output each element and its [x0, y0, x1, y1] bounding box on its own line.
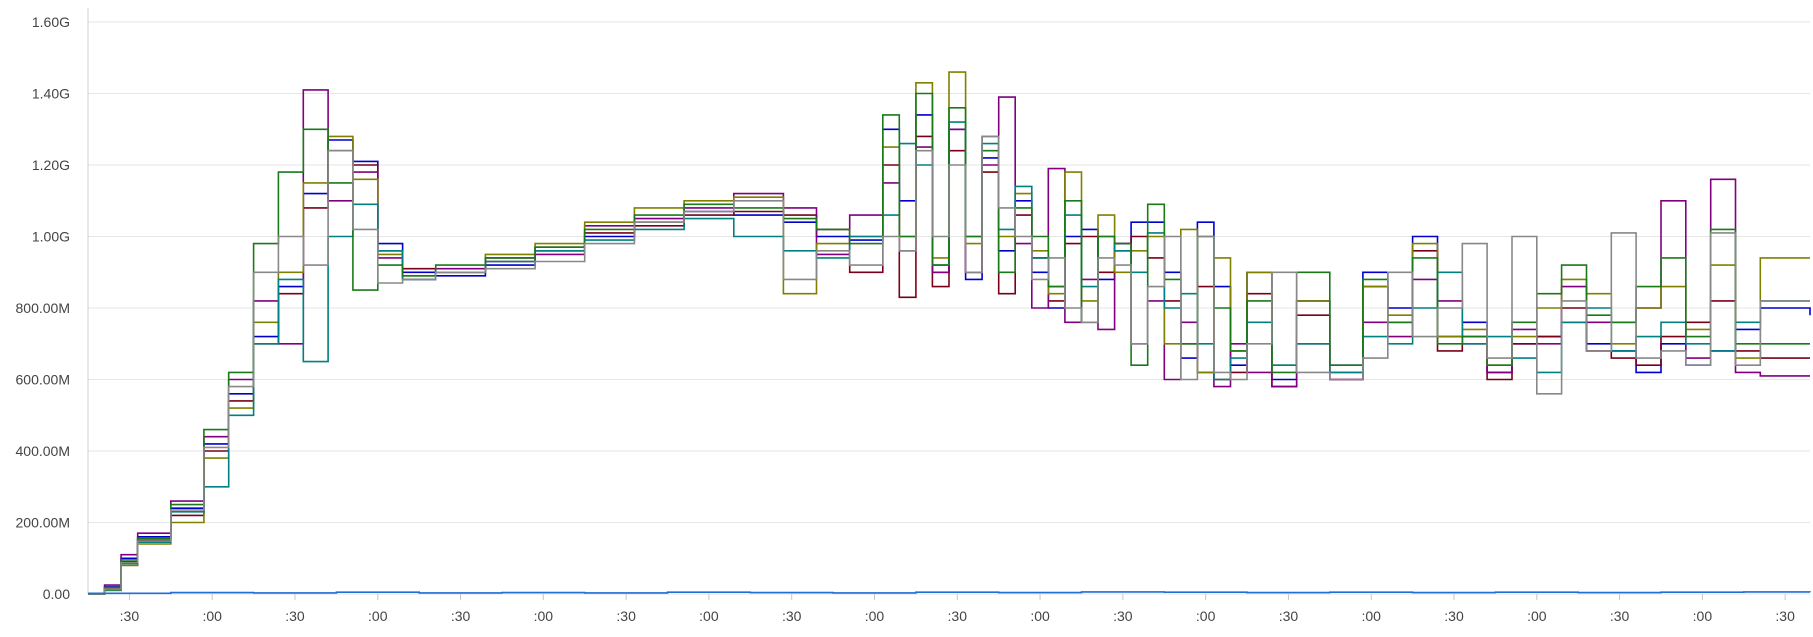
- series-line-5: [88, 121, 1810, 595]
- x-tick-label: :00: [534, 608, 554, 624]
- y-tick-label: 400.00M: [16, 443, 70, 459]
- y-tick-label: 0.00: [43, 586, 70, 602]
- y-tick-label: 1.60G: [32, 14, 70, 30]
- y-tick-label: 200.00M: [16, 515, 70, 531]
- series-line-7: [88, 135, 1810, 595]
- x-tick-label: :00: [368, 608, 388, 624]
- x-tick-label: :30: [1775, 608, 1795, 624]
- x-tick-label: :00: [1361, 608, 1381, 624]
- y-tick-label: 1.20G: [32, 157, 70, 173]
- y-tick-label: 1.40G: [32, 86, 70, 102]
- x-tick-label: :30: [782, 608, 802, 624]
- x-axis-tick-labels: :30 :00 :30 :00 :30 :00 :30 :00 :30 :00 :30 :00 :30:…: [120, 608, 1795, 624]
- x-tick-label: :00: [1693, 608, 1713, 624]
- y-tick-label: 600.00M: [16, 372, 70, 388]
- x-tick-label: :30: [616, 608, 636, 624]
- x-tick-label: :30: [120, 608, 140, 624]
- x-tick-label: :00: [1196, 608, 1216, 624]
- x-tick-label: :30: [451, 608, 471, 624]
- x-tick-label: :00: [865, 608, 885, 624]
- x-tick-label: :00: [1527, 608, 1547, 624]
- x-tick-label: :00: [202, 608, 222, 624]
- x-tick-label: :00: [1030, 608, 1050, 624]
- x-tick-label: :00: [699, 608, 719, 624]
- x-tick-label: :30: [1113, 608, 1133, 624]
- series-lines: [88, 71, 1811, 595]
- y-tick-label: 1.00G: [32, 229, 70, 245]
- axes: [87, 8, 1786, 600]
- y-axis-tick-labels: 0.00 200.00M 400.00M 600.00M 800.00M 1.00G 1.2…: [16, 14, 71, 602]
- x-tick-label: :30: [1610, 608, 1630, 624]
- y-tick-label: 800.00M: [16, 300, 70, 316]
- x-tick-label: :30: [948, 608, 968, 624]
- x-tick-label: :30: [285, 608, 305, 624]
- x-tick-label: :30: [1444, 608, 1464, 624]
- series-line-8: [88, 591, 1811, 595]
- x-tick-label: :30: [1279, 608, 1299, 624]
